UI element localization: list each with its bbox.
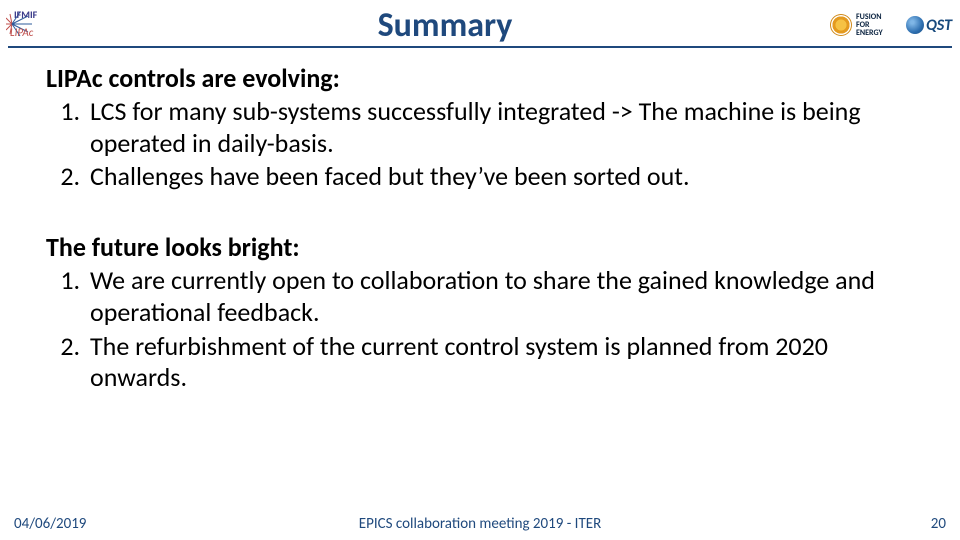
f4e-line3: ENERGY	[856, 29, 883, 37]
slide: IFMIF LIPAc Summary FUSION FOR ENERGY QS…	[0, 0, 960, 540]
header: IFMIF LIPAc Summary FUSION FOR ENERGY QS…	[0, 0, 960, 46]
logo-right-group: FUSION FOR ENERGY QST	[830, 10, 952, 40]
list-item: Challenges have been faced but they’ve b…	[86, 161, 916, 193]
footer: 04/06/2019 EPICS collaboration meeting 2…	[0, 514, 960, 540]
section1-heading: LIPAc controls are evolving:	[46, 62, 916, 94]
f4e-text: FUSION FOR ENERGY	[856, 13, 883, 37]
footer-page-number: 20	[931, 515, 946, 533]
qst-logo: QST	[906, 16, 952, 35]
sun-icon	[830, 14, 852, 36]
slide-title: Summary	[60, 5, 830, 46]
fusion-for-energy-logo: FUSION FOR ENERGY	[830, 10, 900, 40]
section2-list: We are currently open to collaboration t…	[86, 265, 916, 394]
list-item: The refurbishment of the current control…	[86, 331, 916, 394]
lipac-label: LIPAc	[10, 26, 33, 39]
section2-heading: The future looks bright:	[46, 231, 916, 263]
qst-text: QST	[926, 16, 952, 35]
footer-date: 04/06/2019	[14, 515, 86, 533]
section-gap	[46, 195, 916, 231]
content-area: LIPAc controls are evolving: LCS for man…	[0, 48, 960, 514]
logo-left-group: IFMIF LIPAc	[6, 8, 60, 42]
ifmif-lipac-logo: IFMIF LIPAc	[6, 8, 60, 42]
globe-icon	[906, 16, 924, 34]
section1-list: LCS for many sub-systems successfully in…	[86, 96, 916, 193]
ifmif-label: IFMIF	[14, 8, 37, 21]
footer-caption: EPICS collaboration meeting 2019 - ITER	[359, 515, 602, 533]
list-item: LCS for many sub-systems successfully in…	[86, 96, 916, 159]
list-item: We are currently open to collaboration t…	[86, 265, 916, 328]
